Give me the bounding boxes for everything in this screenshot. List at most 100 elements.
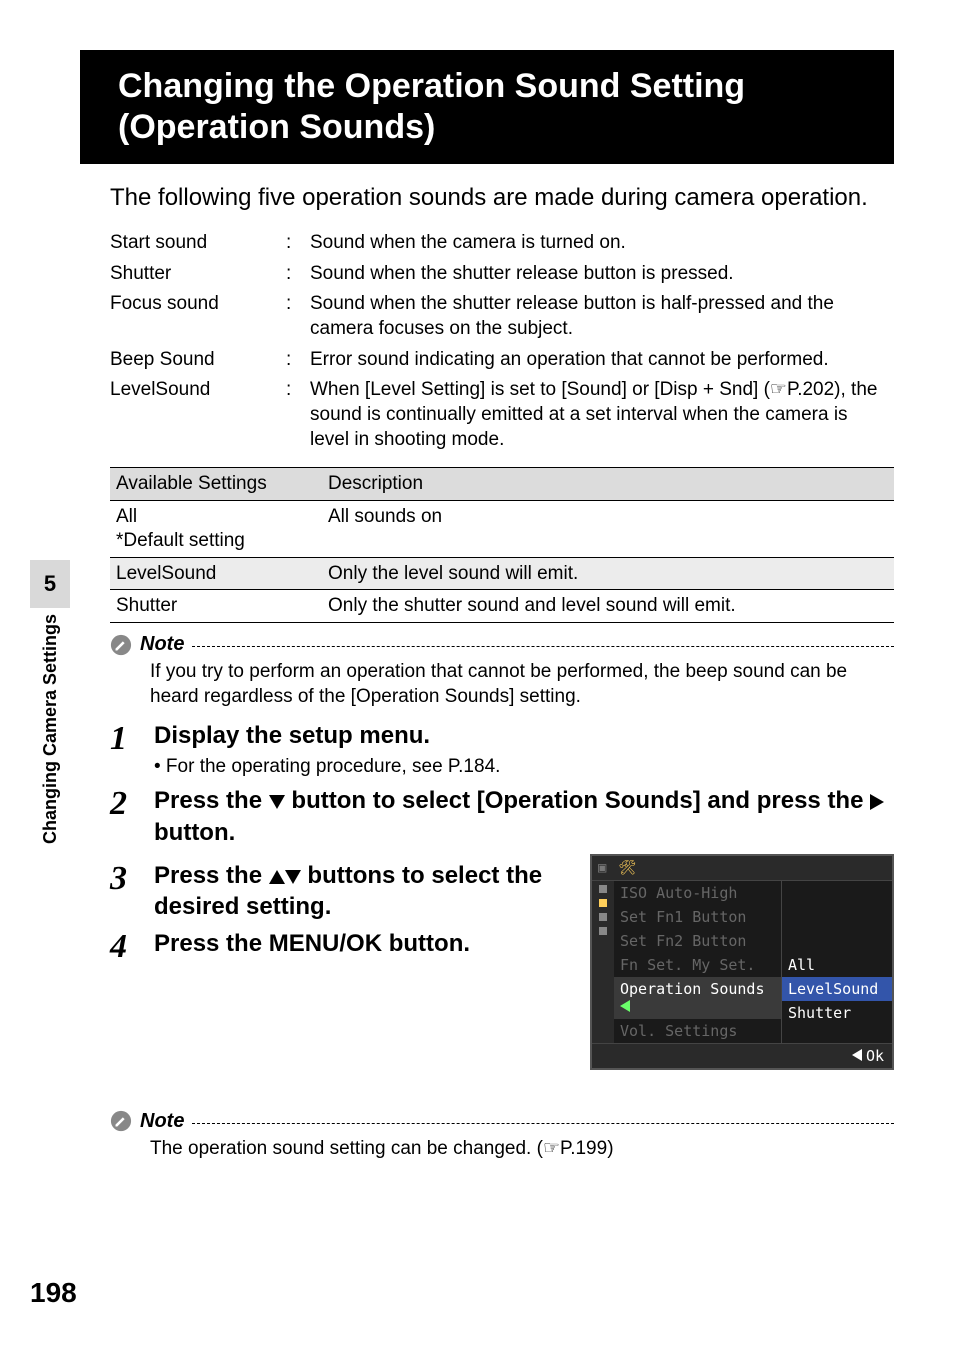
- def-desc: Sound when the camera is turned on.: [310, 228, 894, 259]
- scr-body: ISO Auto-High Set Fn1 Button Set Fn2 But…: [592, 881, 892, 1043]
- note-label: Note: [140, 1110, 184, 1133]
- scr-option: All: [782, 953, 892, 977]
- setting-desc: Only the level sound will emit.: [322, 557, 894, 590]
- note-body: If you try to perform an operation that …: [150, 660, 894, 709]
- scr-footer: Ok: [592, 1043, 892, 1068]
- down-triangle-icon: [269, 795, 285, 809]
- up-triangle-icon: [269, 870, 285, 884]
- def-row: Start sound:Sound when the camera is tur…: [110, 228, 894, 259]
- scr-item: Vol. Settings: [614, 1019, 781, 1043]
- setup-tab-icon: 🛠: [618, 860, 636, 876]
- section-title: Changing the Operation Sound Setting (Op…: [80, 50, 894, 164]
- step-4: 4 Press the MENU/OK button.: [110, 928, 570, 964]
- scr-item: ISO Auto-High: [614, 881, 781, 905]
- note-heading: Note: [110, 633, 894, 656]
- def-desc: Error sound indicating an operation that…: [310, 345, 894, 376]
- settings-table: Available Settings Description All *Defa…: [110, 467, 894, 623]
- note2-ref: ☞P.199: [543, 1138, 607, 1159]
- scr-option: Shutter: [782, 1001, 892, 1025]
- def-row: Focus sound:Sound when the shutter relea…: [110, 289, 894, 344]
- side-tab: 5 Changing Camera Settings: [30, 560, 70, 844]
- def-row: LevelSound:When [Level Setting] is set t…: [110, 375, 894, 455]
- camera-tab-icon: ▣: [598, 860, 606, 876]
- settings-header-row: Available Settings Description: [110, 468, 894, 501]
- chapter-label: Changing Camera Settings: [40, 614, 61, 844]
- def-row: Shutter:Sound when the shutter release b…: [110, 259, 894, 290]
- step-3: 3 Press the buttons to select the desire…: [110, 860, 570, 922]
- setting-sub: *Default setting: [116, 530, 245, 551]
- scr-options: All LevelSound Shutter: [781, 881, 892, 1043]
- chapter-number: 5: [30, 560, 70, 608]
- setting-name-cell: All *Default setting: [110, 501, 322, 558]
- scr-footer-label: Ok: [866, 1047, 884, 1065]
- scr-item-selected: Operation Sounds: [614, 977, 781, 1019]
- scr-side-indicators: [592, 881, 614, 1043]
- pencil-icon: [110, 1110, 132, 1132]
- step-text-part: button to select [Operation Sounds] and …: [285, 787, 870, 814]
- intro-text: The following five operation sounds are …: [110, 182, 894, 214]
- note-dashes: [192, 1123, 894, 1124]
- scr-item: Set Fn2 Button: [614, 929, 781, 953]
- def-desc: Sound when the shutter release button is…: [310, 289, 894, 344]
- note-label: Note: [140, 633, 184, 656]
- note-body-2: The operation sound setting can be chang…: [150, 1137, 894, 1162]
- note2-suffix: ): [607, 1138, 613, 1159]
- def-label: Start sound: [110, 228, 286, 259]
- right-triangle-icon: [870, 794, 884, 810]
- scr-item-label: Operation Sounds: [620, 980, 765, 998]
- page: 5 Changing Camera Settings Changing the …: [0, 0, 954, 1345]
- step-text: Press the buttons to select the desired …: [154, 860, 570, 922]
- title-text: Changing the Operation Sound Setting (Op…: [118, 66, 884, 148]
- pencil-icon: [110, 634, 132, 656]
- indicator-active: [599, 899, 607, 907]
- note2-prefix: The operation sound setting can be chang…: [150, 1138, 543, 1159]
- step-text: Display the setup menu. • For the operat…: [154, 720, 500, 780]
- setting-name: LevelSound: [110, 557, 322, 590]
- colon: :: [286, 259, 310, 290]
- page-number: 198: [30, 1277, 77, 1309]
- scr-item: Set Fn1 Button: [614, 905, 781, 929]
- scr-tab-bar: ▣ 🛠: [592, 856, 892, 881]
- settings-header-col2: Description: [322, 468, 894, 501]
- indicator: [599, 927, 607, 935]
- step-title: Display the setup menu.: [154, 722, 430, 749]
- step-text-part: button.: [154, 819, 235, 846]
- camera-menu-screenshot: ▣ 🛠 ISO Auto-High Set Fn1 Button Set Fn2…: [590, 854, 894, 1070]
- def-label: Beep Sound: [110, 345, 286, 376]
- step-text-part: Press the: [154, 862, 269, 889]
- settings-header-col1: Available Settings: [110, 468, 322, 501]
- down-triangle-icon: [285, 870, 301, 884]
- settings-row: Shutter Only the shutter sound and level…: [110, 590, 894, 623]
- def-label: Focus sound: [110, 289, 286, 344]
- indicator: [599, 913, 607, 921]
- step-number: 3: [110, 860, 140, 896]
- scr-item: Fn Set. My Set.: [614, 953, 781, 977]
- step-number: 4: [110, 928, 140, 964]
- step-text: Press the button to select [Operation So…: [154, 785, 894, 847]
- step-number: 2: [110, 785, 140, 821]
- colon: :: [286, 228, 310, 259]
- setting-desc: All sounds on: [322, 501, 894, 558]
- note-dashes: [192, 646, 894, 647]
- step-number: 1: [110, 720, 140, 756]
- indicator: [599, 885, 607, 893]
- note-heading-2: Note: [110, 1110, 894, 1133]
- def-label: Shutter: [110, 259, 286, 290]
- scr-menu-list: ISO Auto-High Set Fn1 Button Set Fn2 But…: [614, 881, 781, 1043]
- setting-name: All: [116, 506, 137, 527]
- settings-row: All *Default setting All sounds on: [110, 501, 894, 558]
- step-1: 1 Display the setup menu. • For the oper…: [110, 720, 894, 780]
- colon: :: [286, 289, 310, 344]
- colon: :: [286, 345, 310, 376]
- scr-option-selected: LevelSound: [782, 977, 892, 1001]
- step-text: Press the MENU/OK button.: [154, 928, 470, 959]
- settings-row: LevelSound Only the level sound will emi…: [110, 557, 894, 590]
- colon: :: [286, 375, 310, 455]
- step-text-part: Press the: [154, 787, 269, 814]
- step-3-4-row: 3 Press the buttons to select the desire…: [110, 854, 894, 1070]
- setting-desc: Only the shutter sound and level sound w…: [322, 590, 894, 623]
- def-desc: Sound when the shutter release button is…: [310, 259, 894, 290]
- submenu-arrow-icon: [620, 1000, 630, 1012]
- step-subtext: • For the operating procedure, see P.184…: [154, 755, 500, 780]
- back-arrow-icon: [852, 1049, 862, 1061]
